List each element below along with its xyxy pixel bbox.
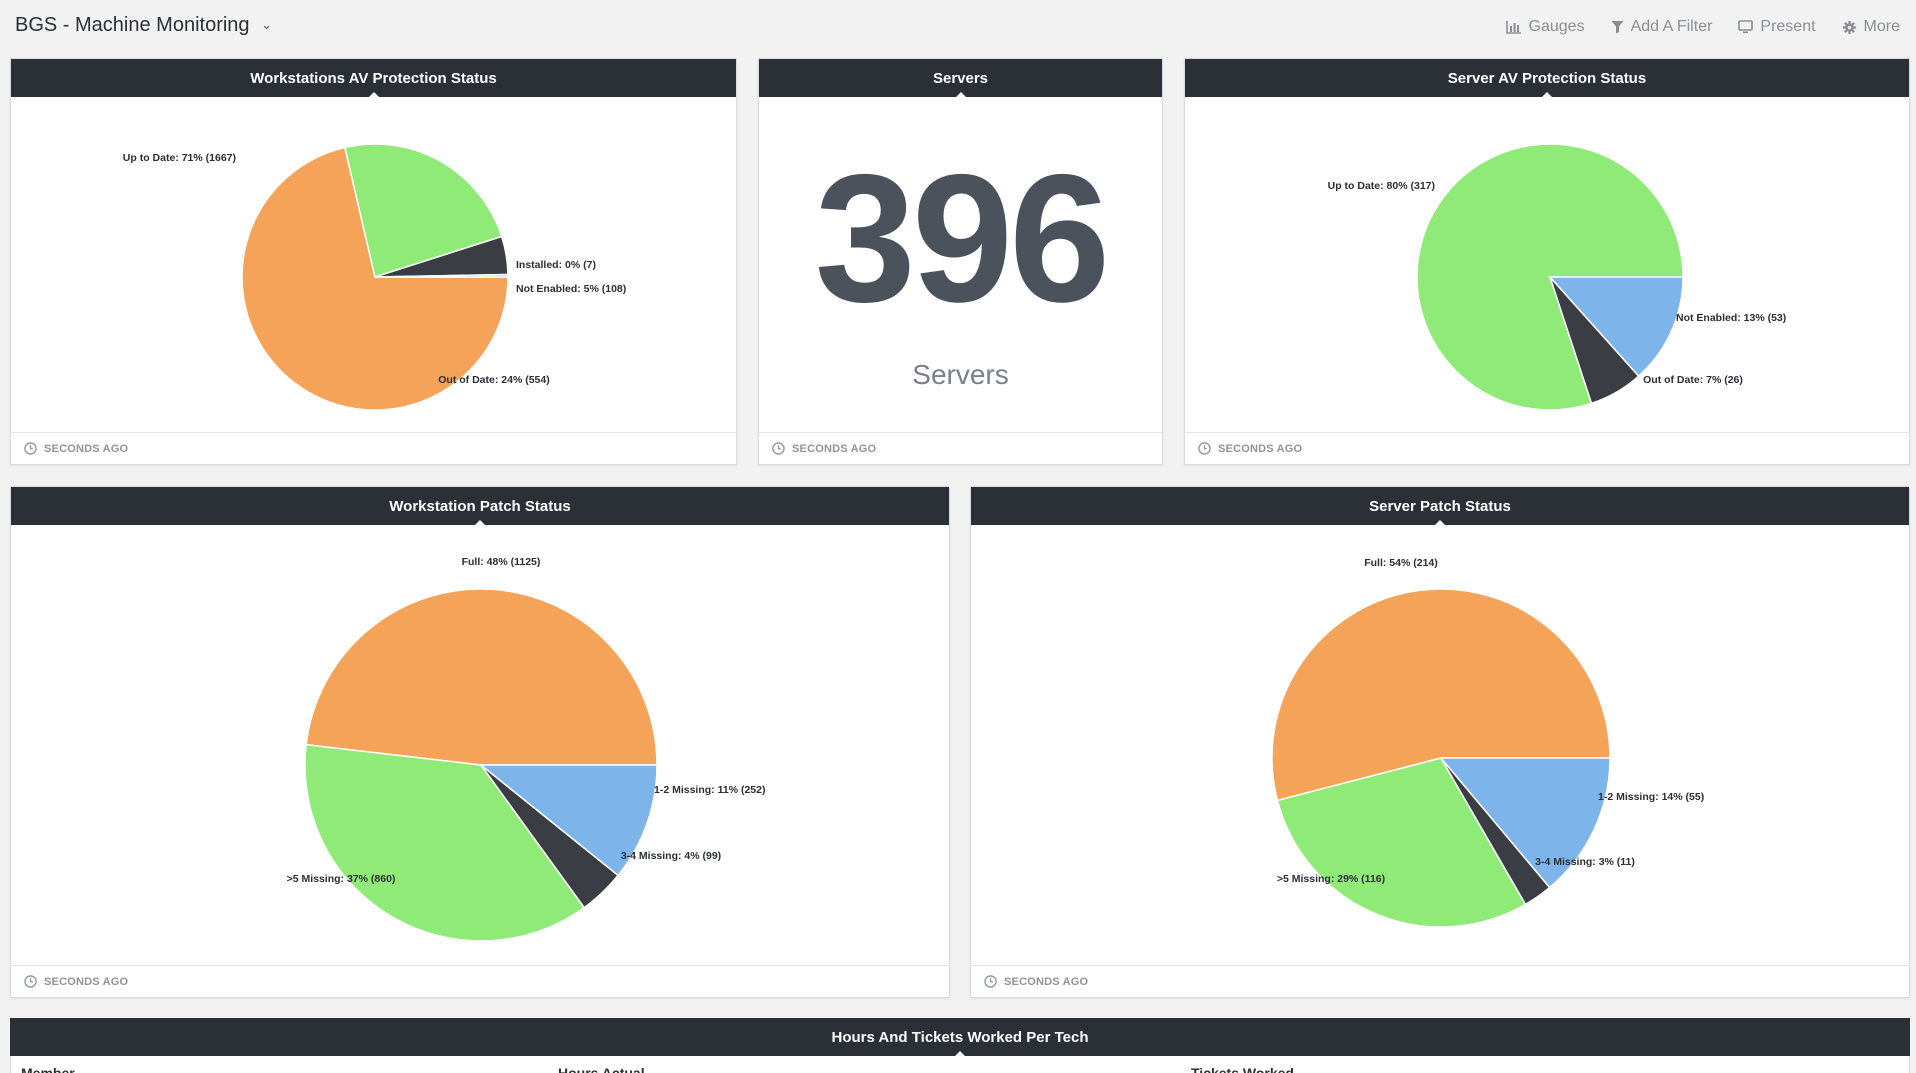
pie-slice-label: Up to Date: 71% (1667) (123, 152, 236, 164)
pie-slice[interactable] (305, 588, 658, 766)
servers-card[interactable]: Servers 396 Servers SECONDS AGO (758, 58, 1163, 465)
pie-slice[interactable] (374, 273, 509, 278)
pie-slice-label: >5 Missing: 29% (116) (1277, 873, 1385, 885)
top-bar: BGS - Machine Monitoring ⌄ Gauges Add A … (0, 0, 1916, 56)
last-updated: SECONDS AGO (1004, 975, 1089, 988)
ws-av-card-title: Workstations AV Protection Status (11, 59, 736, 98)
pie-slice-label: 3-4 Missing: 3% (11) (1535, 856, 1635, 868)
filter-icon (1611, 21, 1624, 34)
hours-tickets-card-title[interactable]: Hours And Tickets Worked Per Tech (10, 1018, 1910, 1057)
srv-av-pie-chart: Up to Date: 80% (317) Out of Date: 7% (26… (1328, 143, 1786, 411)
clock-icon (984, 975, 997, 988)
bar-chart-icon (1505, 21, 1521, 34)
last-updated: SECONDS AGO (44, 442, 129, 455)
ws-av-pie-chart: Up to Date: 71% (1667) Out of Date: 24% (… (123, 143, 626, 411)
ws-patch-card[interactable]: Workstation Patch Status Full: 48% (1125… (10, 486, 950, 998)
dashboard-title-dropdown[interactable]: BGS - Machine Monitoring ⌄ (15, 14, 272, 37)
column-header-hours-actual[interactable]: Hours Actual (558, 1065, 645, 1073)
pie-slice-label: Installed: 0% (7) (516, 259, 596, 271)
srv-av-card-title: Server AV Protection Status (1185, 59, 1909, 98)
srv-av-card[interactable]: Server AV Protection Status Up to Date: … (1184, 58, 1910, 465)
servers-caption: Servers (912, 359, 1009, 390)
pie-slice[interactable] (1439, 757, 1611, 889)
pie-slice-label: Up to Date: 80% (317) (1328, 180, 1435, 192)
clock-icon (772, 442, 785, 455)
pie-slice[interactable] (1548, 276, 1684, 378)
srv-av-chart: Up to Date: 80% (317) Out of Date: 7% (26… (1185, 97, 1909, 432)
pie-slice[interactable] (1271, 588, 1611, 802)
servers-card-title: Servers (759, 59, 1162, 98)
pie-slice-label: Out of Date: 24% (554) (438, 374, 549, 386)
present-button[interactable]: Present (1738, 18, 1816, 36)
srv-patch-pie-chart: Full: 54% (214) >5 Missing: 29% (116) 3-4 … (1271, 557, 1704, 928)
ws-av-chart: Up to Date: 71% (1667) Out of Date: 24% (… (11, 97, 736, 432)
ws-patch-footer: SECONDS AGO (11, 965, 949, 997)
ws-patch-chart: Full: 48% (1125) >5 Missing: 37% (860) 3-4… (11, 525, 949, 965)
present-label: Present (1760, 18, 1816, 35)
gear-icon (1842, 20, 1856, 34)
more-label: More (1863, 18, 1900, 35)
clock-icon (1198, 442, 1211, 455)
last-updated: SECONDS AGO (792, 442, 877, 455)
toolbar: Gauges Add A Filter Present More (1505, 18, 1900, 36)
srv-patch-footer: SECONDS AGO (971, 965, 1909, 997)
column-header-tickets-worked[interactable]: Tickets Worked (1191, 1065, 1294, 1073)
pie-slice[interactable] (343, 143, 503, 278)
pie-slice-label: 3-4 Missing: 4% (99) (621, 850, 721, 862)
pie-slice-label: >5 Missing: 37% (860) (287, 873, 396, 885)
pie-slice-label: 1-2 Missing: 11% (252) (654, 784, 765, 796)
pie-slice-label: Not Enabled: 5% (108) (516, 283, 626, 295)
monitor-icon (1738, 20, 1754, 34)
ws-patch-card-title: Workstation Patch Status (11, 487, 949, 526)
servers-count: 396 (814, 136, 1111, 340)
srv-patch-card-title: Server Patch Status (971, 487, 1909, 526)
hours-tickets-table-header: Member Hours Actual Tickets Worked (10, 1056, 1910, 1073)
ws-av-footer: SECONDS AGO (11, 432, 736, 464)
pie-slice[interactable] (304, 743, 586, 942)
ws-patch-pie-chart: Full: 48% (1125) >5 Missing: 37% (860) 3-4… (287, 556, 765, 942)
pie-slice-label: Out of Date: 7% (26) (1643, 374, 1743, 386)
chevron-down-icon: ⌄ (261, 17, 273, 32)
pie-slice[interactable] (1276, 757, 1527, 928)
column-header-member[interactable]: Member (21, 1065, 75, 1073)
clock-icon (24, 975, 37, 988)
pie-slice[interactable] (241, 146, 509, 411)
dashboard-title: BGS - Machine Monitoring (15, 14, 250, 36)
srv-patch-card[interactable]: Server Patch Status Full: 54% (214) >5 Mi… (970, 486, 1910, 998)
gauges-label: Gauges (1528, 18, 1585, 35)
add-filter-button[interactable]: Add A Filter (1611, 18, 1713, 36)
srv-patch-chart: Full: 54% (214) >5 Missing: 29% (116) 3-4 … (971, 525, 1909, 965)
clock-icon (24, 442, 37, 455)
pie-slice[interactable] (478, 764, 658, 877)
pie-slice-label: 1-2 Missing: 14% (55) (1598, 791, 1704, 803)
more-button[interactable]: More (1842, 18, 1900, 36)
ws-av-card[interactable]: Workstations AV Protection Status Up to … (10, 58, 737, 465)
srv-av-footer: SECONDS AGO (1185, 432, 1909, 464)
servers-footer: SECONDS AGO (759, 432, 1162, 464)
gauges-button[interactable]: Gauges (1505, 18, 1585, 36)
pie-slice-label: Full: 54% (214) (1364, 557, 1438, 569)
add-filter-label: Add A Filter (1630, 18, 1713, 35)
pie-slice-label: Not Enabled: 13% (53) (1676, 312, 1786, 324)
last-updated: SECONDS AGO (44, 975, 129, 988)
servers-body: 396 Servers (759, 97, 1162, 432)
last-updated: SECONDS AGO (1218, 442, 1303, 455)
pie-slice-label: Full: 48% (1125) (462, 556, 541, 568)
